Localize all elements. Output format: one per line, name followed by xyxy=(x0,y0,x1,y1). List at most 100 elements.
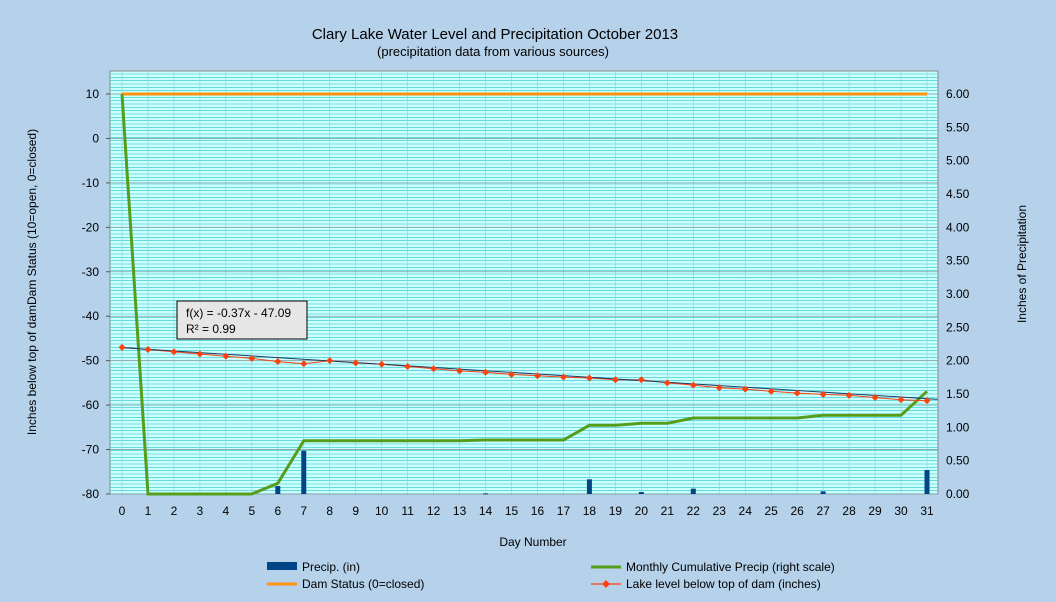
x-tick-label: 12 xyxy=(427,504,441,518)
lake-level-point xyxy=(663,379,671,387)
legend-label-dam-status: Dam Status (0=closed) xyxy=(302,577,424,591)
legend-item-dam-status: Dam Status (0=closed) xyxy=(267,577,424,591)
lake-level-point xyxy=(715,384,723,392)
lake-level-point xyxy=(793,389,801,397)
right-tick-label: 5.00 xyxy=(946,154,970,168)
lake-level-point xyxy=(923,397,931,405)
chart-title: Clary Lake Water Level and Precipitation… xyxy=(312,26,678,43)
x-tick-label: 25 xyxy=(765,504,779,518)
right-tick-label: 2.50 xyxy=(946,320,970,334)
trendline-equation: f(x) = -0.37x - 47.09 xyxy=(186,306,291,320)
x-tick-label: 24 xyxy=(739,504,753,518)
lake-level-point xyxy=(248,354,256,362)
lake-level-point xyxy=(508,370,516,378)
lake-level-point xyxy=(326,357,334,365)
precip-bar xyxy=(924,470,930,494)
precip-bar xyxy=(301,450,307,494)
legend-item-lake-level: Lake level below top of dam (inches) xyxy=(591,577,821,591)
lake-level-point xyxy=(897,396,905,404)
x-tick-label: 16 xyxy=(531,504,545,518)
lake-level-point xyxy=(118,343,126,351)
precip-bar xyxy=(275,486,281,494)
right-tick-label: 4.00 xyxy=(946,220,970,234)
lake-level-point xyxy=(352,359,360,367)
x-tick-label: 30 xyxy=(894,504,908,518)
x-tick-label: 1 xyxy=(145,504,152,518)
series-lines xyxy=(120,92,938,496)
lake-level-line xyxy=(121,346,928,402)
left-tick-label: -30 xyxy=(82,265,100,279)
x-tick-label: 15 xyxy=(505,504,519,518)
right-tick-label: 0.50 xyxy=(946,454,970,468)
x-tick-label: 4 xyxy=(223,504,230,518)
right-tick-label: 2.00 xyxy=(946,354,970,368)
lake-level-point xyxy=(300,360,308,368)
x-tick-label: 3 xyxy=(197,504,204,518)
x-tick-label: 26 xyxy=(790,504,804,518)
left-tick-label: -20 xyxy=(82,220,100,234)
lake-level-point xyxy=(767,387,775,395)
left-tick-label: -10 xyxy=(82,176,100,190)
left-tick-label: -40 xyxy=(82,309,100,323)
x-tick-label: 0 xyxy=(119,504,126,518)
x-tick-label: 20 xyxy=(635,504,649,518)
lake-level-point xyxy=(482,368,490,376)
right-tick-label: 3.00 xyxy=(946,287,970,301)
x-tick-label: 10 xyxy=(375,504,389,518)
x-tick-label: 13 xyxy=(453,504,467,518)
right-tick-label: 0.00 xyxy=(946,487,970,501)
x-axis-ticks: 0 1 2 3 4 5 6 7 8 9 10 11 12 13 14 15 16 17 18 19 20 21 22 23 24… xyxy=(119,504,934,518)
x-axis-label: Day Number xyxy=(499,535,566,549)
x-tick-label: 6 xyxy=(274,504,281,518)
lake-level-point xyxy=(533,372,541,380)
x-tick-label: 8 xyxy=(326,504,333,518)
legend-label-lake-level: Lake level below top of dam (inches) xyxy=(626,577,821,591)
precip-bar xyxy=(638,492,644,494)
minor-grid xyxy=(110,71,938,495)
legend-item-precip: Precip. (in) xyxy=(267,560,360,574)
lake-level-point xyxy=(611,376,619,384)
x-tick-label: 28 xyxy=(842,504,856,518)
lake-level-point xyxy=(585,374,593,382)
precip-bars xyxy=(275,450,930,495)
x-tick-label: 17 xyxy=(557,504,571,518)
lake-level-point xyxy=(378,360,386,368)
x-tick-label: 18 xyxy=(583,504,597,518)
trendline-label-background xyxy=(176,300,308,340)
trendline xyxy=(121,347,938,400)
legend-item-cumulative-precip: Monthly Cumulative Precip (right scale) xyxy=(591,560,835,574)
x-tick-label: 11 xyxy=(401,504,414,518)
right-axis-label: Inches of Precipitation xyxy=(1015,205,1029,323)
plot-area xyxy=(109,70,939,495)
legend-label-precip: Precip. (in) xyxy=(302,560,360,574)
lake-level-point xyxy=(845,391,853,399)
left-axis-ticks: 10 0 -10 -20 -30 -40 -50 -60 -70 -80 xyxy=(82,87,110,501)
legend-marker-lake-level xyxy=(602,580,610,588)
trendline-r-squared: R² = 0.99 xyxy=(186,322,236,336)
lake-level-point xyxy=(871,394,879,402)
lake-level-point xyxy=(430,365,438,373)
lake-level-point xyxy=(456,367,464,375)
lake-level-point xyxy=(170,348,178,356)
precip-bar xyxy=(820,491,826,494)
right-axis-ticks: 6.00 5.50 5.00 4.50 4.00 3.50 3.00 2.50 2.00 1.50… xyxy=(946,87,970,501)
lake-level-point xyxy=(689,381,697,389)
right-tick-label: 3.50 xyxy=(946,254,970,268)
left-tick-label: -50 xyxy=(82,354,100,368)
x-tick-label: 22 xyxy=(687,504,701,518)
x-tick-label: 23 xyxy=(713,504,727,518)
trendline-label-box: f(x) = -0.37x - 47.09 R² = 0.99 xyxy=(176,300,308,340)
left-tick-label: 0 xyxy=(92,131,99,145)
right-tick-label: 1.50 xyxy=(946,387,970,401)
left-tick-label: -80 xyxy=(82,487,100,501)
x-tick-label: 29 xyxy=(868,504,882,518)
legend-swatch-precip xyxy=(267,562,297,570)
right-tick-label: 5.50 xyxy=(946,120,970,134)
right-tick-label: 1.00 xyxy=(946,420,970,434)
left-tick-label: -60 xyxy=(82,398,100,412)
x-tick-label: 5 xyxy=(248,504,255,518)
lake-level-point xyxy=(196,350,204,358)
lake-level-point xyxy=(222,352,230,360)
precip-bar xyxy=(483,493,489,495)
